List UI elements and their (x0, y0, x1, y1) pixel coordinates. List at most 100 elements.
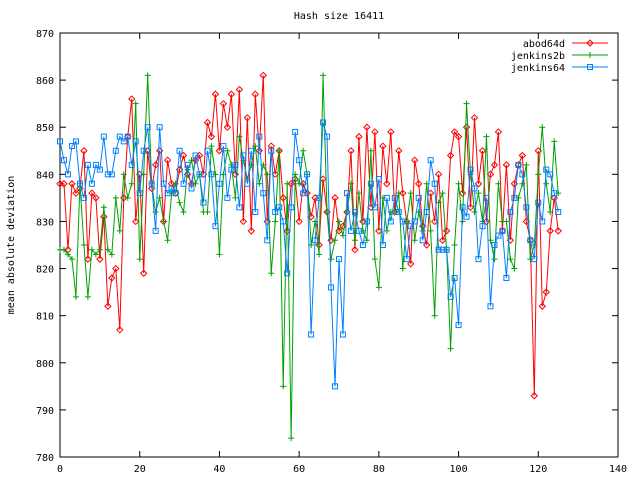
data-point (363, 218, 370, 225)
series-line (59, 122, 559, 387)
data-point (60, 180, 68, 188)
data-point (136, 190, 143, 197)
data-point (255, 147, 263, 155)
data-point (519, 180, 526, 187)
data-point (347, 227, 354, 234)
data-point (228, 166, 235, 173)
data-point (359, 242, 366, 248)
data-point (363, 123, 371, 131)
data-point (351, 246, 359, 254)
data-point (64, 251, 71, 258)
data-point (503, 274, 510, 281)
data-point (423, 209, 430, 216)
data-point (379, 142, 387, 150)
data-point (260, 190, 267, 197)
data-point (139, 269, 148, 277)
y-axis-label: mean absolute deviation (6, 176, 17, 314)
data-point (204, 147, 211, 154)
data-point (232, 194, 239, 201)
data-point (503, 218, 510, 225)
y-tick-label: 810 (36, 312, 54, 323)
data-point (439, 190, 446, 197)
data-point (308, 331, 315, 338)
data-point (447, 345, 454, 352)
data-point (180, 180, 187, 187)
data-point (220, 143, 227, 150)
data-point (283, 227, 291, 235)
data-point (494, 128, 503, 136)
data-point (539, 124, 546, 131)
data-point (463, 213, 470, 220)
data-point (195, 151, 204, 160)
data-point (431, 312, 438, 319)
y-tick-label: 840 (36, 170, 54, 181)
data-point (76, 180, 83, 187)
legend-label: jenkins64 (511, 63, 565, 74)
data-point (180, 209, 187, 216)
data-point (116, 227, 123, 234)
data-point (507, 256, 514, 263)
data-point (112, 147, 119, 154)
data-point (156, 124, 163, 131)
x-tick-label: 140 (609, 464, 627, 475)
data-point (80, 147, 88, 155)
data-point (387, 218, 394, 225)
data-point (295, 217, 303, 226)
data-point (518, 151, 527, 160)
data-point (112, 264, 120, 273)
data-point (375, 227, 383, 235)
x-tick-label: 40 (213, 464, 225, 475)
data-point (96, 246, 103, 253)
data-point (316, 251, 323, 258)
data-point (224, 147, 231, 154)
y-tick-label: 870 (36, 29, 54, 40)
data-point (132, 217, 140, 226)
data-point (104, 246, 111, 253)
data-point (200, 199, 207, 206)
data-point (475, 190, 482, 197)
data-point (387, 128, 395, 136)
data-point (391, 194, 398, 201)
data-point (555, 209, 562, 216)
data-point (72, 189, 80, 197)
data-point (523, 204, 530, 211)
data-point (399, 218, 406, 225)
data-point (375, 284, 382, 291)
data-point (515, 194, 522, 201)
data-point (543, 166, 550, 173)
data-point (407, 223, 414, 230)
data-point (332, 383, 339, 390)
data-point (546, 227, 554, 235)
data-point (252, 209, 259, 216)
data-point (172, 190, 179, 197)
data-point (339, 232, 346, 239)
data-point (462, 123, 471, 131)
data-point (515, 161, 522, 168)
data-point (256, 133, 263, 140)
data-point (407, 190, 414, 197)
data-point (447, 293, 454, 300)
data-point (296, 180, 303, 187)
data-point (451, 274, 458, 281)
data-point (276, 204, 283, 211)
data-point (124, 133, 131, 140)
data-point (454, 132, 463, 141)
data-point (104, 302, 112, 310)
data-point (511, 194, 518, 201)
data-point (92, 161, 99, 168)
data-point (72, 138, 79, 145)
data-point (211, 90, 220, 98)
data-point (551, 138, 558, 145)
data-point (343, 190, 350, 197)
data-point (351, 209, 358, 216)
data-point (304, 171, 311, 178)
data-point (243, 114, 252, 122)
y-tick-label: 860 (36, 76, 54, 87)
data-point (88, 246, 95, 253)
data-point (300, 190, 307, 197)
data-point (276, 147, 283, 154)
data-point (491, 256, 498, 263)
data-point (490, 161, 499, 169)
data-point (120, 171, 127, 178)
